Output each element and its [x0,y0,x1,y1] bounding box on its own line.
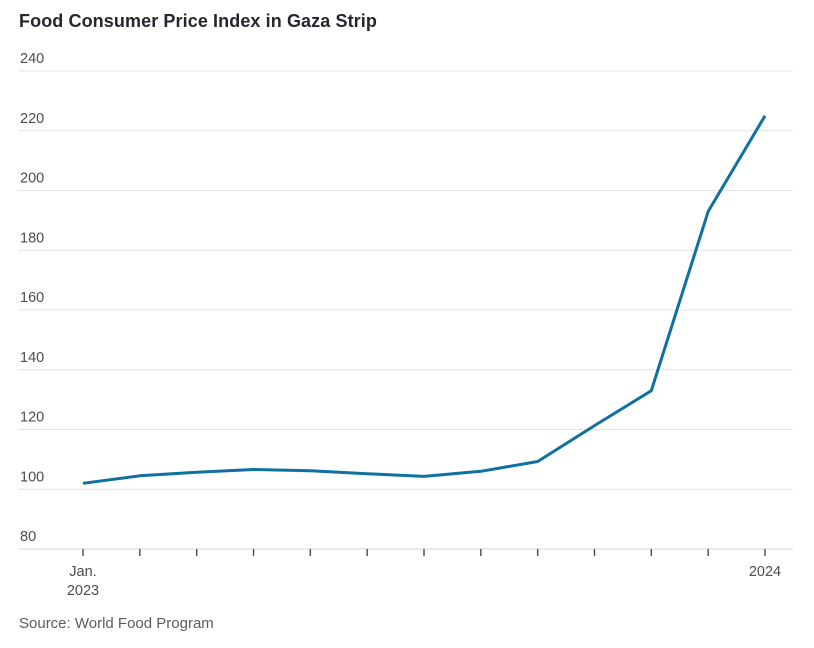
chart-title: Food Consumer Price Index in Gaza Strip [19,11,377,31]
x-axis-label-first-line1: Jan. [69,564,96,580]
y-axis-label: 120 [20,410,44,426]
data-line-series [82,115,767,485]
y-axis-label: 160 [20,290,44,306]
x-axis-label-last: 2024 [749,564,781,580]
y-axis-label: 100 [20,469,44,485]
y-axis-label: 180 [20,230,44,246]
line-chart: 240 220 200 180 160 140 120 100 80 Jan. 2023 2024 [18,51,793,599]
y-axis-label: 220 [20,111,44,127]
x-axis-label-first-line2: 2023 [67,583,99,599]
y-axis-label: 240 [20,51,44,67]
y-axis-label: 140 [20,350,44,366]
source-note: Source: World Food Program [19,615,214,632]
y-axis-label: 200 [20,171,44,187]
y-axis-label: 80 [20,529,36,545]
